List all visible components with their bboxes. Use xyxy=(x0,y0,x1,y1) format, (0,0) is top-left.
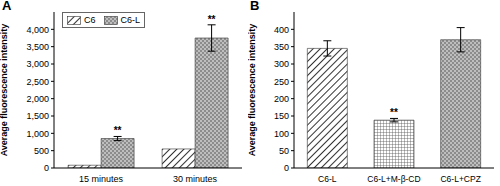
svg-text:50: 50 xyxy=(279,146,289,156)
svg-text:500: 500 xyxy=(34,146,49,156)
svg-text:400: 400 xyxy=(274,25,289,35)
svg-text:1,000: 1,000 xyxy=(26,129,49,139)
svg-text:3,500: 3,500 xyxy=(26,42,49,52)
svg-text:100: 100 xyxy=(274,129,289,139)
svg-text:C6-L+CPZ: C6-L+CPZ xyxy=(440,174,480,184)
html-text:C6-L: C6-L xyxy=(120,15,140,25)
svg-text:250: 250 xyxy=(274,77,289,87)
svg-text:30 minutes: 30 minutes xyxy=(173,174,218,184)
svg-text:**: ** xyxy=(114,125,122,136)
svg-text:200: 200 xyxy=(274,94,289,104)
svg-text:3,000: 3,000 xyxy=(26,59,49,69)
svg-text:350: 350 xyxy=(274,42,289,52)
svg-text:**: ** xyxy=(208,14,216,25)
svg-text:2,000: 2,000 xyxy=(26,94,49,104)
svg-text:C6-L+M-β-CD: C6-L+M-β-CD xyxy=(367,174,420,184)
svg-text:**: ** xyxy=(390,107,398,118)
svg-text:Average fluorescence intensity: Average fluorescence intensity xyxy=(248,24,257,157)
svg-text:300: 300 xyxy=(274,59,289,69)
svg-text:150: 150 xyxy=(274,111,289,121)
svg-text:4,000: 4,000 xyxy=(26,25,49,35)
svg-text:0: 0 xyxy=(284,163,289,173)
html-text:C6: C6 xyxy=(84,15,96,25)
svg-text:15 minutes: 15 minutes xyxy=(79,174,124,184)
svg-text:1,500: 1,500 xyxy=(26,111,49,121)
svg-text:0: 0 xyxy=(44,163,49,173)
svg-text:Average fluorescence intensity: Average fluorescence intensity xyxy=(8,24,9,157)
svg-text:C6-L: C6-L xyxy=(318,174,337,184)
svg-text:2,500: 2,500 xyxy=(26,77,49,87)
